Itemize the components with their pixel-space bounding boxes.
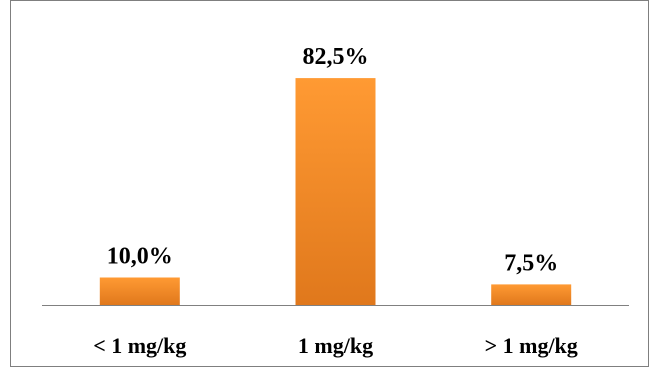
x-tick-label: 1 mg/kg <box>298 333 373 358</box>
data-label: 82,5% <box>303 44 369 70</box>
bar <box>491 284 572 305</box>
bar-group <box>99 78 572 305</box>
x-tick-label: > 1 mg/kg <box>485 333 578 358</box>
x-tick-label-group: < 1 mg/kg 1 mg/kg > 1 mg/kg <box>93 333 578 358</box>
data-label: 7,5% <box>504 250 558 276</box>
bar <box>99 277 180 305</box>
bar <box>295 78 376 305</box>
x-tick-label: < 1 mg/kg <box>93 333 186 358</box>
data-label: 10,0% <box>107 244 173 270</box>
data-label-group: 10,0% 82,5% 7,5% <box>107 44 558 276</box>
